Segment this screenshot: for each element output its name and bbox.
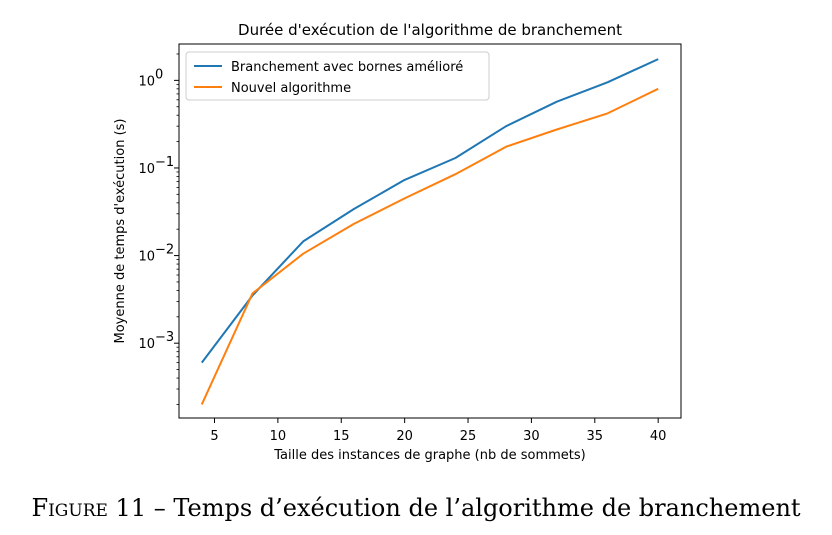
legend-label: Branchement avec bornes amélioré [231,60,463,75]
x-tick-label: 30 [523,429,540,444]
caption-separator: – [146,494,174,522]
legend-box [185,51,490,101]
x-tick-label: 20 [396,429,413,444]
x-tick-label: 25 [460,429,477,444]
axes-frame [178,43,682,419]
y-tick-label: 10 [138,337,155,352]
x-axis-label: Taille des instances de graphe (nb de so… [273,448,586,463]
x-tick-label: 5 [210,429,218,444]
series-line-2 [200,87,659,405]
legend: Branchement avec bornes amélioré Nouvel a… [185,51,490,101]
chart: Durée d'exécution de l'algorithme de bra… [113,21,682,463]
x-axis: 5 10 15 20 25 30 35 40 [210,418,666,444]
x-tick-label: 10 [270,429,287,444]
y-tick-label: 10 [138,162,155,177]
y-tick-label: 10 [138,74,155,89]
x-tick-label: 15 [333,429,350,444]
caption-text: Temps d’exécution de l’algorithme de bra… [173,494,801,522]
chart-title: Durée d'exécution de l'algorithme de bra… [238,21,622,39]
x-tick-label: 35 [587,429,604,444]
y-tick-exponent: −1 [155,155,174,170]
y-tick-exponent: 0 [155,67,163,82]
legend-label: Nouvel algorithme [231,81,351,96]
x-tick-label: 40 [650,429,667,444]
y-tick-label: 10 [138,250,155,265]
y-axis-label: Moyenne de temps d'exécution (s) [113,119,128,344]
y-tick-exponent: −2 [155,243,174,258]
figure-number: Figure 11 [31,494,147,522]
figure-caption: Figure 11 – Temps d’exécution de l’algor… [0,494,832,522]
y-tick-exponent: −3 [155,330,174,345]
series-line-1 [201,58,659,364]
